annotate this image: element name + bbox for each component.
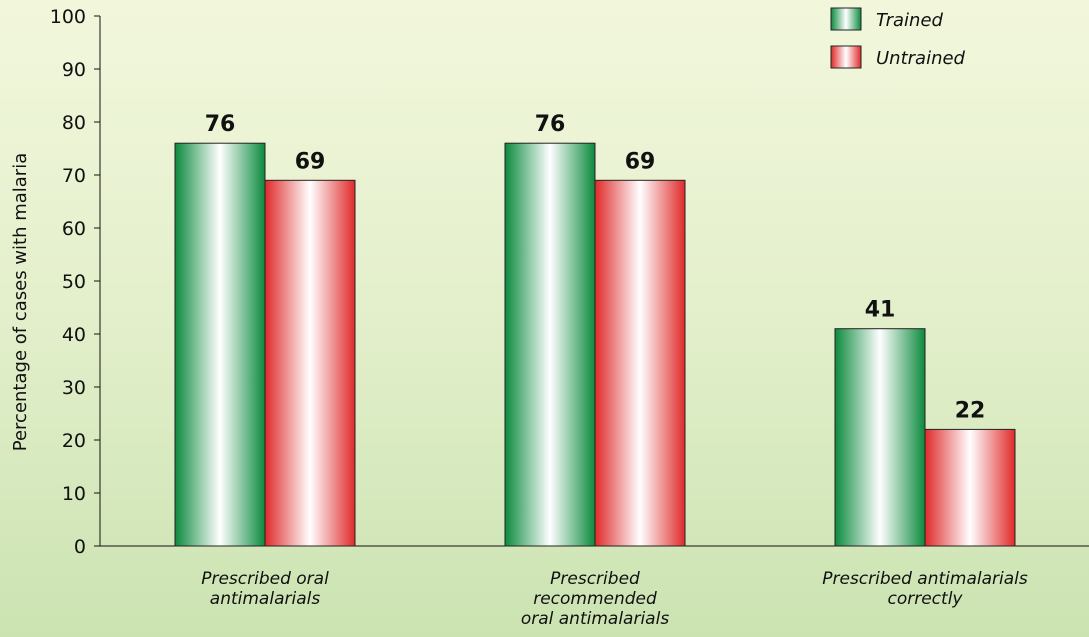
legend-swatch-trained <box>830 7 862 31</box>
category-label: Prescribed recommended oral antimalarials <box>521 569 669 629</box>
y-axis: 0 10 20 30 40 50 60 70 80 90 100 <box>50 6 101 558</box>
y-tick-label: 0 <box>74 536 86 558</box>
category-labels: Prescribed oral antimalarials Prescribed re… <box>201 569 1028 629</box>
y-tick-label: 30 <box>62 377 86 399</box>
bar-trained <box>504 142 596 547</box>
bar-trained <box>834 328 926 547</box>
data-label: 22 <box>955 398 986 423</box>
y-tick-label: 60 <box>62 218 86 240</box>
bar-trained <box>174 142 266 547</box>
data-label: 76 <box>205 112 236 137</box>
legend-label-untrained: Untrained <box>876 48 966 69</box>
y-tick-label: 50 <box>62 271 86 293</box>
bars <box>174 142 1016 547</box>
data-label: 76 <box>535 112 566 137</box>
category-label: Prescribed antimalarials correctly <box>822 569 1028 609</box>
y-tick-label: 10 <box>62 483 86 505</box>
y-tick-label: 70 <box>62 165 86 187</box>
y-axis-label: Percentage of cases with malaria <box>10 153 31 451</box>
y-tick-label: 100 <box>50 6 86 28</box>
legend-label-trained: Trained <box>876 10 944 31</box>
y-tick-label: 40 <box>62 324 86 346</box>
data-labels: 76 69 76 69 41 22 <box>205 112 986 423</box>
legend-swatch-untrained <box>830 45 862 69</box>
bar-untrained <box>594 179 686 547</box>
data-label: 69 <box>625 149 656 174</box>
bar-untrained <box>264 179 356 547</box>
y-tick-label: 90 <box>62 59 86 81</box>
y-ticks: 0 10 20 30 40 50 60 70 80 90 100 <box>50 6 100 558</box>
legend: Trained Untrained <box>830 7 966 69</box>
bar-untrained <box>924 428 1016 547</box>
y-tick-label: 20 <box>62 430 86 452</box>
data-label: 69 <box>295 149 326 174</box>
y-tick-label: 80 <box>62 112 86 134</box>
category-label: Prescribed oral antimalarials <box>201 569 329 609</box>
data-label: 41 <box>865 298 896 323</box>
